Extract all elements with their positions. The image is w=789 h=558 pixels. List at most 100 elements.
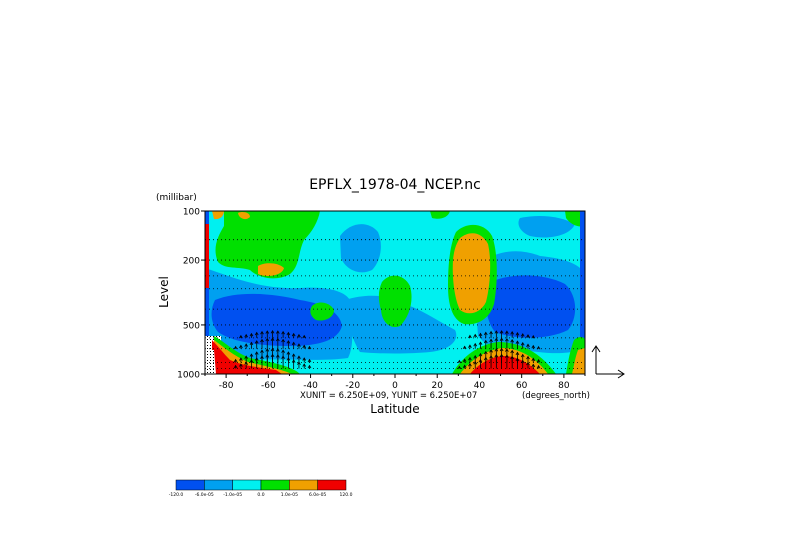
pressure-grid (205, 239, 585, 369)
colorbar-label: 6.0e-05 (309, 492, 326, 498)
colorbar-swatch (232, 479, 262, 491)
flux-vector-head (531, 363, 536, 368)
flux-vector-head (457, 359, 462, 364)
positive-small-south (310, 302, 334, 321)
flux-vector-head (254, 331, 259, 336)
flux-vector-head (473, 333, 478, 338)
flux-vector-head (473, 360, 478, 365)
colorbar-label: 0.0 (257, 492, 264, 498)
reference-vector (591, 345, 625, 379)
flux-vector-head (270, 353, 275, 358)
flux-vector-head (505, 348, 509, 352)
flux-vector-head (478, 341, 483, 345)
flux-vector-head (468, 344, 472, 348)
flux-vector-head (510, 338, 515, 343)
flux-vector-head (468, 362, 472, 367)
colorbar-swatch (289, 479, 318, 491)
surface-red-north (470, 356, 540, 374)
colorbar-label: -120.0 (169, 492, 184, 498)
flux-vector-head (526, 343, 530, 348)
y-tick-label: 1000 (177, 371, 200, 381)
flux-vector-head (494, 353, 499, 358)
flux-vector-head (478, 358, 483, 363)
flux-vector-head (291, 353, 296, 357)
flux-vector-head (297, 355, 301, 359)
flux-vector-head (499, 347, 504, 352)
flux-vector-head (291, 332, 296, 337)
flux-vector-head (531, 344, 536, 349)
flux-vector-head (281, 330, 285, 335)
flux-vector-head (265, 354, 270, 358)
flux-vector-head (489, 330, 493, 335)
flux-vector-head (531, 335, 536, 339)
flux-vector-head (536, 345, 541, 350)
flux-vector-head (291, 359, 296, 363)
flux-vector-head (526, 355, 530, 360)
flux-vector-head (536, 359, 541, 363)
x-tick-label: -60 (261, 381, 276, 391)
flux-vector-head (297, 333, 301, 338)
colorbar-label: -1.0e-05 (223, 492, 242, 498)
flux-vector-head (260, 330, 264, 335)
x-tick-label: -20 (345, 381, 360, 391)
flux-vector-head (499, 353, 504, 358)
flux-vector-head (265, 330, 270, 334)
positive-upper-north (430, 211, 450, 219)
flux-vector-head (515, 340, 520, 344)
flux-vector-head (233, 345, 238, 350)
flux-vector-head (244, 333, 249, 338)
x-tick-label: 80 (558, 381, 570, 391)
positive-spot-south-3 (238, 212, 250, 220)
flux-vector-head (286, 351, 291, 355)
colorbar-label: 120.0 (340, 492, 353, 498)
positive-spot-south-2 (258, 263, 284, 276)
flux-vector-head (515, 351, 520, 356)
flux-vector-head (286, 340, 291, 344)
flux-vector-head (286, 331, 291, 336)
flux-vector-head (457, 365, 462, 370)
colorbar-swatch (175, 479, 205, 491)
flux-vector-head (462, 364, 467, 368)
flux-vector-head (260, 349, 264, 353)
flux-vector-head (510, 355, 515, 360)
flux-vector-head (239, 344, 243, 349)
flux-vector-head (483, 339, 488, 344)
surface-white-south (205, 350, 216, 374)
flux-vector-head (520, 341, 525, 346)
colorbar: -120.0 -6.0e-05 -1.0e-05 0.0 1.0e-05 6.0e-05 1… (169, 479, 353, 498)
y-tick-label: 200 (183, 257, 200, 267)
y-unit-label: (millibar) (156, 193, 197, 203)
flux-vector-head (281, 349, 285, 353)
y-tick-label: 100 (183, 208, 200, 218)
y-tick-label: 500 (183, 321, 200, 331)
flux-vector-head (302, 344, 307, 349)
negative-upper-north (518, 216, 575, 238)
x-tick-label: 0 (392, 381, 398, 391)
flux-vector-head (510, 331, 515, 335)
flux-vector-head (520, 333, 525, 337)
flux-vector-head (249, 359, 254, 363)
flux-vector-head (505, 337, 509, 342)
positive-centre-blob (378, 275, 412, 328)
flux-vector-head (489, 355, 493, 359)
flux-vector-head (536, 365, 541, 369)
flux-vector-head (302, 357, 307, 361)
flux-vector-head (244, 361, 249, 365)
flux-vector-head (526, 361, 530, 366)
flux-vector-head (286, 357, 291, 361)
flux-vector-head (531, 357, 536, 362)
plot-area (205, 211, 585, 374)
flux-vector-head (249, 353, 254, 357)
flux-vector-head (307, 364, 312, 369)
flux-vector-head (520, 359, 525, 364)
positive-core-north (452, 233, 491, 314)
flux-vector-head (254, 340, 259, 344)
flux-vector-head (297, 361, 301, 365)
flux-vector-head (270, 347, 275, 352)
flux-vector-head (239, 357, 243, 361)
flux-vector-head (489, 349, 493, 353)
negative-core-south (211, 293, 342, 346)
colorbar-label: 1.0e-05 (281, 492, 298, 498)
vector-scale-label: XUNIT = 6.250E+09, YUNIT = 6.250E+07 (300, 391, 477, 401)
right-edge-strip (580, 211, 585, 374)
